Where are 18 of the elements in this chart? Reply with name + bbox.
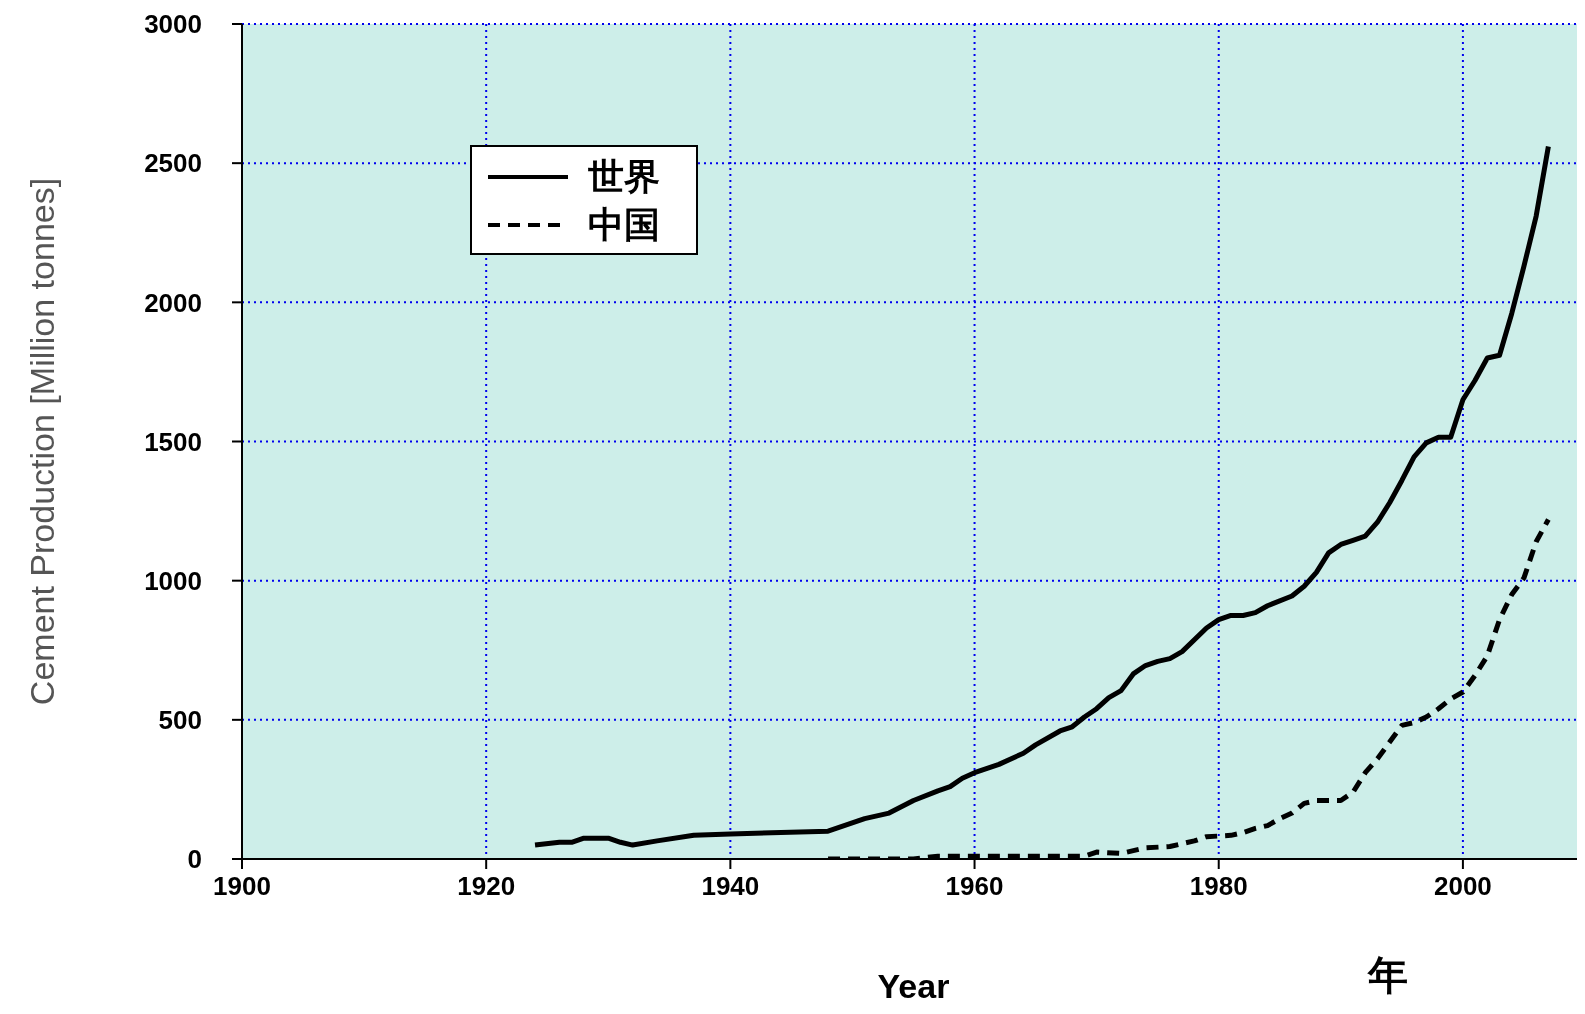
legend-label: 中国 bbox=[588, 202, 660, 247]
legend-label: 世界 bbox=[588, 154, 660, 199]
y-tick-label: 0 bbox=[187, 844, 202, 875]
x-tick-label: 1940 bbox=[701, 871, 760, 902]
y-axis-title: Cement Production [Million tonnes] bbox=[23, 177, 61, 706]
y-tick-label: 1000 bbox=[144, 565, 202, 596]
y-tick-label: 2500 bbox=[144, 148, 202, 179]
text: 年 bbox=[1368, 951, 1408, 1000]
x-tick-label: 1920 bbox=[457, 871, 516, 902]
x-tick-label: 1900 bbox=[213, 871, 271, 902]
y-tick-label: 2000 bbox=[144, 287, 202, 318]
x-tick-label: 2000 bbox=[1433, 871, 1492, 902]
y-tick-label: 1500 bbox=[144, 426, 202, 457]
y-tick-label: 3000 bbox=[144, 9, 202, 40]
x-tick-label: 1980 bbox=[1189, 871, 1248, 902]
x-tick-label: 1960 bbox=[945, 871, 1004, 902]
y-tick-label: 500 bbox=[158, 705, 202, 736]
x-axis-title: Year bbox=[877, 967, 950, 1005]
